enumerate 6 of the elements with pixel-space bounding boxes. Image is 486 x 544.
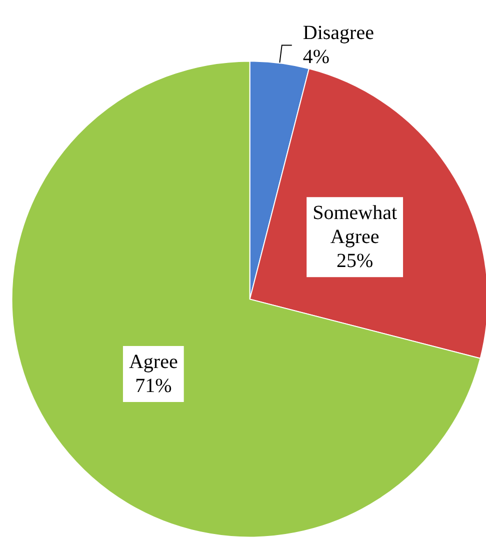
slice-label: Agree — [128, 350, 178, 373]
data-label: 71% — [135, 374, 172, 397]
slice-label: Somewhat Agree — [312, 202, 398, 248]
data-label: 25% — [336, 250, 374, 272]
data-label: 4% — [302, 46, 330, 68]
slice-label: Disagree — [302, 22, 374, 44]
